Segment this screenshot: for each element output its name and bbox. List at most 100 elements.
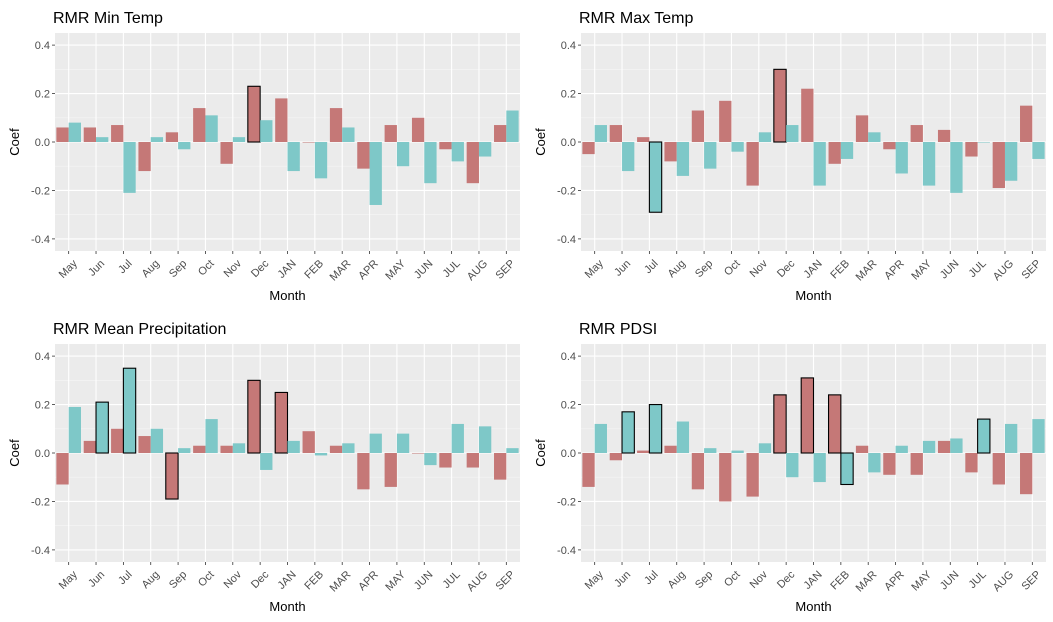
bar	[494, 125, 507, 142]
x-tick-label: Jun	[86, 569, 107, 590]
bar	[193, 445, 206, 453]
bar	[1020, 105, 1033, 142]
bar	[220, 445, 233, 453]
bar	[910, 453, 923, 475]
x-tick-label: Oct	[722, 569, 743, 590]
bar	[855, 445, 869, 453]
y-tick-label: 0.2	[561, 400, 576, 412]
bar	[992, 453, 1005, 485]
bar	[247, 379, 261, 454]
bar	[411, 453, 425, 454]
x-tick-label: MAR	[854, 258, 880, 284]
bar	[56, 127, 69, 142]
bar	[357, 142, 370, 169]
bar	[950, 142, 963, 193]
bar	[648, 141, 663, 213]
bar	[937, 129, 951, 142]
x-tick-label: JAN	[276, 569, 299, 592]
bar	[827, 394, 842, 454]
x-tick-label: FEB	[828, 569, 852, 593]
bar	[758, 132, 772, 142]
bar	[937, 440, 951, 453]
bar	[232, 443, 246, 453]
x-tick-label: Jun	[86, 258, 107, 279]
y-tick-label: 0.0	[35, 448, 50, 460]
bar	[895, 142, 908, 174]
bar	[111, 125, 124, 142]
bar	[384, 125, 397, 142]
bar	[691, 110, 705, 142]
bar	[977, 418, 991, 454]
x-tick-label: AUG	[465, 569, 490, 594]
bar	[83, 440, 97, 453]
y-tick-label: 0.4	[35, 40, 50, 52]
bar	[220, 142, 233, 164]
bar	[883, 142, 896, 150]
bar	[411, 117, 425, 142]
bar	[731, 450, 744, 453]
x-tick-label: SEP	[1019, 258, 1043, 282]
x-tick-label: JUN	[938, 569, 962, 593]
y-axis-label: Coef	[7, 439, 22, 467]
bar	[178, 142, 191, 150]
bar	[704, 448, 717, 453]
x-tick-label: APR	[356, 569, 381, 594]
x-tick-label: JUL	[967, 569, 989, 591]
bar	[828, 142, 841, 164]
bar	[840, 452, 854, 486]
bar	[232, 137, 246, 142]
bar	[275, 98, 288, 142]
y-axis-label: Coef	[533, 128, 548, 156]
bar	[746, 453, 759, 497]
bar	[123, 142, 136, 193]
bar	[329, 445, 343, 453]
bar	[813, 142, 826, 186]
chart-title: RMR Mean Precipitation	[53, 321, 226, 338]
bar	[648, 404, 663, 454]
bar	[205, 115, 218, 142]
bar	[439, 453, 452, 468]
bar	[506, 110, 519, 142]
y-tick-label: -0.4	[557, 234, 576, 246]
bar	[895, 445, 908, 453]
x-tick-label: Sep	[693, 258, 715, 280]
x-tick-label: JAN	[802, 258, 825, 281]
bar	[165, 452, 179, 500]
bar	[396, 142, 410, 167]
y-tick-label: 0.4	[561, 40, 576, 52]
y-tick-label: -0.2	[557, 185, 576, 197]
bar	[287, 440, 300, 453]
bar	[287, 142, 300, 172]
bar	[342, 127, 355, 142]
bar	[1032, 419, 1045, 453]
x-tick-label: May	[57, 257, 81, 281]
x-tick-label: SEP	[1019, 569, 1043, 593]
bar	[451, 423, 464, 453]
y-tick-label: 0.0	[561, 137, 576, 149]
x-tick-label: Dec	[249, 257, 272, 280]
bar	[369, 142, 382, 205]
x-tick-label: Sep	[693, 569, 715, 591]
bar	[451, 142, 464, 162]
x-axis-label: Month	[795, 599, 831, 614]
bar	[506, 448, 519, 453]
x-axis-label: Month	[269, 599, 305, 614]
bar	[96, 137, 109, 142]
bar	[582, 142, 595, 155]
bar	[122, 367, 137, 454]
x-tick-label: May	[57, 568, 81, 592]
bar	[704, 142, 717, 169]
bar	[424, 453, 437, 466]
x-tick-label: FEB	[302, 569, 326, 593]
bar	[314, 142, 328, 179]
x-tick-label: MAR	[328, 569, 354, 595]
bar	[494, 453, 507, 480]
bar	[205, 419, 218, 453]
x-tick-label: Sep	[167, 258, 189, 280]
bar	[138, 436, 151, 453]
bar	[786, 125, 799, 142]
bar	[369, 433, 382, 453]
bar	[773, 68, 787, 143]
